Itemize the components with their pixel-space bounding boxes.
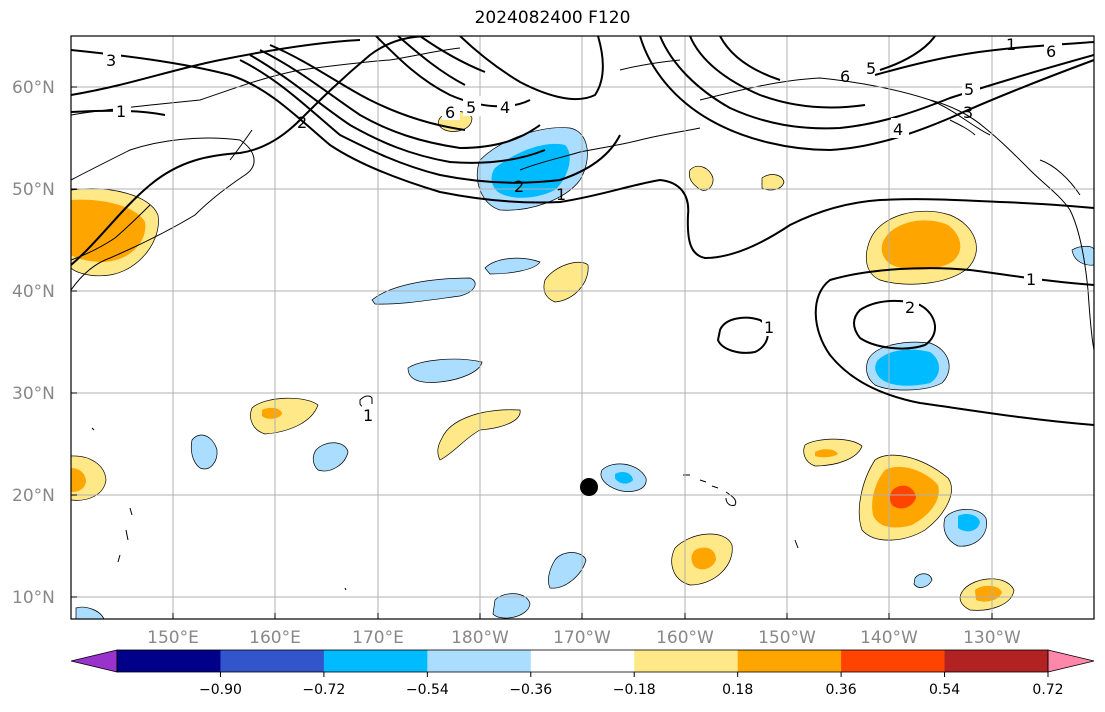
map-title: 2024082400 F120 [474, 8, 631, 28]
colorbar-tick-label: 0.54 [929, 682, 960, 698]
gridlines [71, 36, 1094, 619]
positive-anomaly [262, 407, 282, 419]
contour-label: 5 [866, 59, 876, 78]
lat-label: 60°N [12, 78, 55, 98]
contour-label: 6 [840, 67, 850, 86]
lat-label: 30°N [12, 384, 55, 404]
contour-label: 1 [363, 406, 373, 425]
colorbar-segment [530, 650, 635, 672]
latitude-labels: 60°N 50°N 40°N 30°N 20°N 10°N [12, 78, 55, 608]
lon-label: 170°W [553, 628, 611, 648]
colorbar-tick-label: −0.90 [199, 682, 242, 698]
contour-label: 2 [297, 113, 307, 132]
negative-anomaly [913, 573, 933, 588]
lon-label: 160°E [249, 628, 301, 648]
contour-label: 1 [764, 318, 774, 337]
colorbar-segment [841, 650, 946, 672]
negative-anomaly [75, 606, 105, 619]
lat-label: 50°N [12, 180, 55, 200]
lon-label: 170°E [352, 628, 404, 648]
negative-anomaly [190, 434, 218, 470]
colorbar: −0.90 −0.72 −0.54 −0.36 −0.18 0.18 0.36 0.54 0.7… [70, 649, 1095, 698]
contour-label: 6 [445, 103, 455, 122]
contour-labels: 3 1 2 6 5 4 2 1 1 6 5 3 4 6 5 1 2 [103, 35, 1062, 425]
contour-label: 1 [1006, 35, 1016, 54]
colorbar-extend-low [70, 649, 118, 673]
lon-label: 130°W [963, 628, 1021, 648]
colorbar-segment [427, 650, 532, 672]
colorbar-segment [323, 650, 428, 672]
contour-label: 1 [556, 185, 566, 204]
negative-anomaly [492, 593, 531, 619]
contour-label: 5 [466, 98, 476, 117]
negative-anomaly [875, 349, 939, 386]
positive-anomaly [975, 585, 1002, 602]
lat-label: 40°N [12, 282, 55, 302]
positive-anomaly [889, 485, 916, 509]
negative-anomaly [312, 442, 349, 472]
positive-anomaly [815, 449, 838, 458]
positive-anomaly [761, 174, 785, 191]
lon-label: 150°E [147, 628, 199, 648]
positive-anomaly [71, 468, 86, 492]
lon-label: 140°W [860, 628, 918, 648]
colorbar-segment [944, 650, 1049, 672]
colorbar-extend-high [1047, 649, 1095, 673]
contour-label: 4 [500, 98, 510, 117]
colorbar-segment [634, 650, 739, 672]
contour-label: 3 [106, 51, 116, 70]
colorbar-tick-label: 0.36 [826, 682, 857, 698]
contour-label: 2 [905, 298, 915, 317]
colorbar-segment [220, 650, 325, 672]
negative-anomaly [491, 143, 570, 198]
positive-anomaly [250, 397, 319, 435]
colorbar-tick-label: 0.72 [1032, 682, 1063, 698]
longitude-labels: 150°E 160°E 170°E 180°W 170°W 160°W 150°… [147, 628, 1021, 648]
colorbar-tick-label: −0.36 [509, 682, 552, 698]
colorbar-frame [116, 649, 1049, 673]
negative-anomaly [958, 514, 980, 532]
lat-label: 20°N [12, 486, 55, 506]
contour-label: 2 [514, 177, 524, 196]
positive-anomaly [691, 547, 716, 570]
contour-label: 4 [893, 120, 903, 139]
lat-label: 10°N [12, 588, 55, 608]
negative-anomaly [484, 257, 541, 275]
axis-ticks [71, 86, 993, 619]
contour-label: 3 [963, 103, 973, 122]
lon-label: 160°W [656, 628, 714, 648]
colorbar-segment [117, 650, 221, 672]
colorbar-tick-label: −0.54 [406, 682, 449, 698]
positive-anomaly [881, 220, 961, 270]
colorbar-tick-label: −0.72 [302, 682, 345, 698]
colorbar-segment [737, 650, 842, 672]
contour-label: 1 [1026, 270, 1036, 289]
negative-anomaly [615, 472, 633, 484]
storm-center-marker [580, 478, 598, 496]
anomaly-shading [71, 110, 1094, 619]
lon-label: 150°W [758, 628, 816, 648]
positive-anomaly [543, 261, 589, 303]
negative-anomaly [407, 358, 483, 383]
colorbar-tick-label: 0.18 [722, 682, 753, 698]
contour-label: 1 [116, 102, 126, 121]
contour-label: 6 [1046, 42, 1056, 61]
negative-anomaly [548, 552, 587, 589]
lon-label: 180°W [451, 628, 509, 648]
colorbar-tick-label: −0.18 [613, 682, 656, 698]
contour-label: 5 [964, 80, 974, 99]
